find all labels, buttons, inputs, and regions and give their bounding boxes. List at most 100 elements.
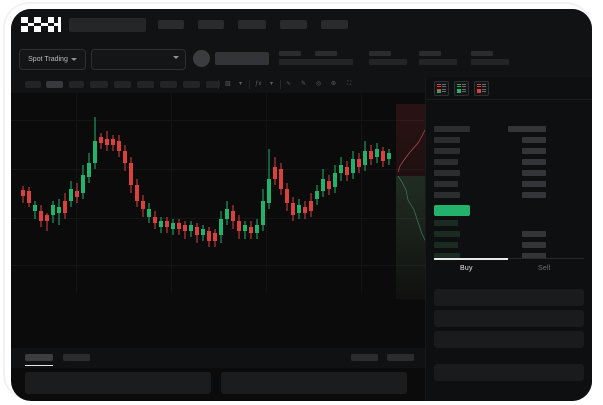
orderbook-header-divider — [426, 99, 592, 100]
candle-body — [99, 137, 103, 143]
price-chart[interactable] — [11, 93, 425, 348]
timeframe-button-1[interactable] — [46, 81, 63, 88]
orderbook-bid-price-0[interactable] — [434, 220, 458, 226]
pencil-icon[interactable]: ✎ — [301, 81, 307, 87]
grid-line-horizontal — [11, 120, 425, 121]
orderbook-ask-price-4[interactable] — [434, 170, 460, 176]
indicators-chevron-icon[interactable]: ▾ — [270, 81, 274, 87]
timeframe-button-5[interactable] — [137, 81, 154, 88]
candle-body — [363, 151, 367, 165]
candle-body — [345, 167, 349, 175]
indicators-icon[interactable]: ƒx — [255, 81, 262, 87]
orderbook-bid-amount-2 — [522, 242, 546, 248]
candle-body — [171, 223, 175, 229]
line-tool-icon[interactable]: ∿ — [286, 81, 292, 87]
candle-21 — [147, 203, 151, 223]
orderbook-bid-price-3[interactable] — [434, 253, 460, 259]
nav-item-1[interactable] — [198, 20, 224, 29]
orderbook-ask-price-3[interactable] — [434, 159, 458, 165]
candle-body — [285, 189, 289, 203]
orderbook-both-icon[interactable] — [434, 81, 449, 96]
global-search-input[interactable] — [69, 18, 146, 32]
nav-item-0[interactable] — [158, 20, 184, 29]
settings-icon[interactable]: ⊛ — [331, 81, 337, 87]
candle-body — [237, 221, 241, 231]
candle-2 — [33, 201, 37, 219]
order-total-field[interactable] — [434, 331, 584, 348]
candle-body — [93, 141, 97, 163]
orderbook-ask-price-5[interactable] — [434, 181, 458, 187]
ticker-stat-1 — [315, 51, 353, 65]
candle-body — [81, 175, 85, 193]
tab-buy[interactable]: Buy — [460, 265, 473, 272]
orders-tab-0[interactable] — [25, 354, 53, 361]
trading-pair-selector[interactable] — [91, 49, 186, 70]
market-type-selector[interactable]: Spot Trading — [19, 49, 86, 70]
orderbook-ask-amount-4 — [522, 170, 546, 176]
candle-body — [231, 211, 235, 221]
ticker-bar: Spot Trading — [11, 42, 592, 77]
candle-32 — [213, 229, 217, 247]
orderbook-bid-price-2[interactable] — [434, 242, 458, 248]
order-form-tabs: Buy Sell — [434, 258, 584, 280]
orderbook-ask-price-1[interactable] — [434, 137, 460, 143]
fullscreen-icon[interactable]: ⛶ — [347, 81, 352, 87]
candle-3 — [39, 205, 43, 227]
orderbook-ask-price-0[interactable] — [434, 126, 470, 132]
timeframe-button-2[interactable] — [69, 81, 84, 88]
orderbook-last-price — [434, 205, 470, 216]
candle-body — [87, 163, 91, 177]
candle-38 — [249, 221, 253, 239]
orderbook-ask-price-2[interactable] — [434, 148, 460, 154]
orders-tab-1[interactable] — [63, 354, 90, 361]
candle-36 — [237, 215, 241, 239]
timeframe-button-4[interactable] — [114, 81, 131, 88]
orderbook-ask-amount-1 — [522, 137, 546, 143]
grid-line-horizontal — [11, 218, 425, 219]
tab-sell[interactable]: Sell — [538, 265, 551, 272]
okx-logo[interactable] — [21, 17, 61, 32]
orderbook-ask-price-6[interactable] — [434, 192, 460, 198]
orders-filter-1[interactable] — [387, 354, 414, 361]
candle-body — [177, 223, 181, 229]
nav-item-4[interactable] — [321, 20, 348, 29]
candle-47 — [303, 201, 307, 219]
magnet-icon[interactable]: ◎ — [316, 81, 322, 87]
orderbook-bids-icon[interactable] — [454, 81, 469, 96]
timeframe-button-6[interactable] — [160, 81, 177, 88]
candle-42 — [273, 157, 277, 185]
ticker-stat-label — [369, 51, 391, 56]
nav-item-3[interactable] — [280, 20, 307, 29]
nav-item-2[interactable] — [238, 20, 266, 29]
candle-37 — [243, 221, 247, 239]
orderbook-asks-icon[interactable] — [474, 81, 489, 96]
timeframe-button-3[interactable] — [90, 81, 108, 88]
chevron-down-icon — [70, 58, 77, 61]
candle-19 — [135, 179, 139, 207]
ticker-stat-label — [279, 51, 301, 56]
candle-43 — [279, 163, 283, 195]
order-amount-field[interactable] — [434, 310, 584, 327]
candle-29 — [195, 223, 199, 243]
grid-line-horizontal — [11, 169, 425, 170]
candle-body — [75, 191, 79, 197]
tab-underline-active — [434, 258, 508, 260]
ticker-stat-label — [419, 51, 441, 56]
candlestick-icon[interactable]: ▥ — [225, 81, 231, 87]
orders-filter-0[interactable] — [351, 354, 378, 361]
chart-type-chevron-icon[interactable]: ▾ — [239, 81, 243, 87]
timeframe-button-8[interactable] — [206, 81, 220, 88]
candle-body — [165, 221, 169, 227]
orderbook-bid-price-1[interactable] — [434, 231, 460, 237]
candle-body — [111, 139, 115, 145]
order-extra-field[interactable] — [434, 364, 584, 381]
orderbook-ask-amount-5 — [522, 181, 546, 187]
toolbar-divider — [218, 80, 219, 89]
timeframe-button-7[interactable] — [183, 81, 200, 88]
candle-8 — [69, 181, 73, 207]
grid-line-vertical — [361, 93, 362, 293]
timeframe-button-0[interactable] — [25, 81, 41, 88]
order-price-field[interactable] — [434, 289, 584, 306]
candle-22 — [153, 211, 157, 229]
candle-body — [225, 209, 229, 219]
